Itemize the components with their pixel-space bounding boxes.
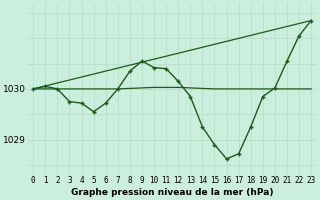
X-axis label: Graphe pression niveau de la mer (hPa): Graphe pression niveau de la mer (hPa)	[71, 188, 274, 197]
